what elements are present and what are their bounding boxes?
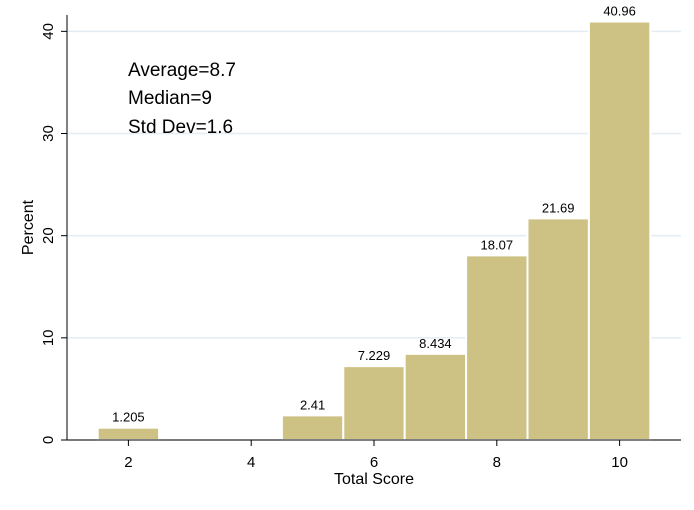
histogram-bar	[403, 352, 468, 441]
y-axis-title: Percent	[20, 199, 37, 255]
histogram-bar	[342, 365, 406, 441]
bars	[96, 20, 652, 442]
std-dev-annotation: Std Dev=1.6	[128, 117, 233, 138]
bar-value-label: 7.229	[358, 348, 391, 363]
x-axis-title: Total Score	[334, 471, 414, 488]
ticks: 0 10 20 30 40 2 4 6 8 10	[40, 23, 628, 471]
x-tick-label: 4	[247, 454, 255, 471]
average-annotation: Average=8.7	[128, 60, 236, 81]
x-tick-label: 10	[611, 454, 628, 471]
y-tick-label: 0	[40, 436, 57, 444]
bar-value-label: 2.41	[300, 397, 325, 412]
data-labels: 1.205 2.41 7.229 8.434 18.07 21.69 40.96	[112, 4, 636, 425]
histogram-bar	[96, 426, 161, 441]
bar-value-label: 8.434	[419, 336, 452, 351]
x-tick-label: 8	[493, 454, 501, 471]
y-tick-label: 40	[40, 23, 57, 40]
bar-value-label: 40.96	[603, 4, 636, 19]
bar-value-label: 18.07	[481, 237, 514, 252]
x-tick-label: 2	[124, 454, 132, 471]
y-tick-label: 30	[40, 125, 57, 142]
histogram-bar	[280, 414, 345, 441]
bar-value-label: 21.69	[542, 200, 575, 215]
x-tick-label: 6	[370, 454, 378, 471]
y-tick-label: 20	[40, 227, 57, 244]
bar-value-label: 1.205	[112, 410, 145, 425]
histogram-bar	[465, 254, 529, 441]
median-annotation: Median=9	[128, 88, 212, 109]
histogram-bar	[587, 20, 652, 442]
histogram-bar	[526, 217, 590, 441]
y-tick-label: 10	[40, 329, 57, 346]
